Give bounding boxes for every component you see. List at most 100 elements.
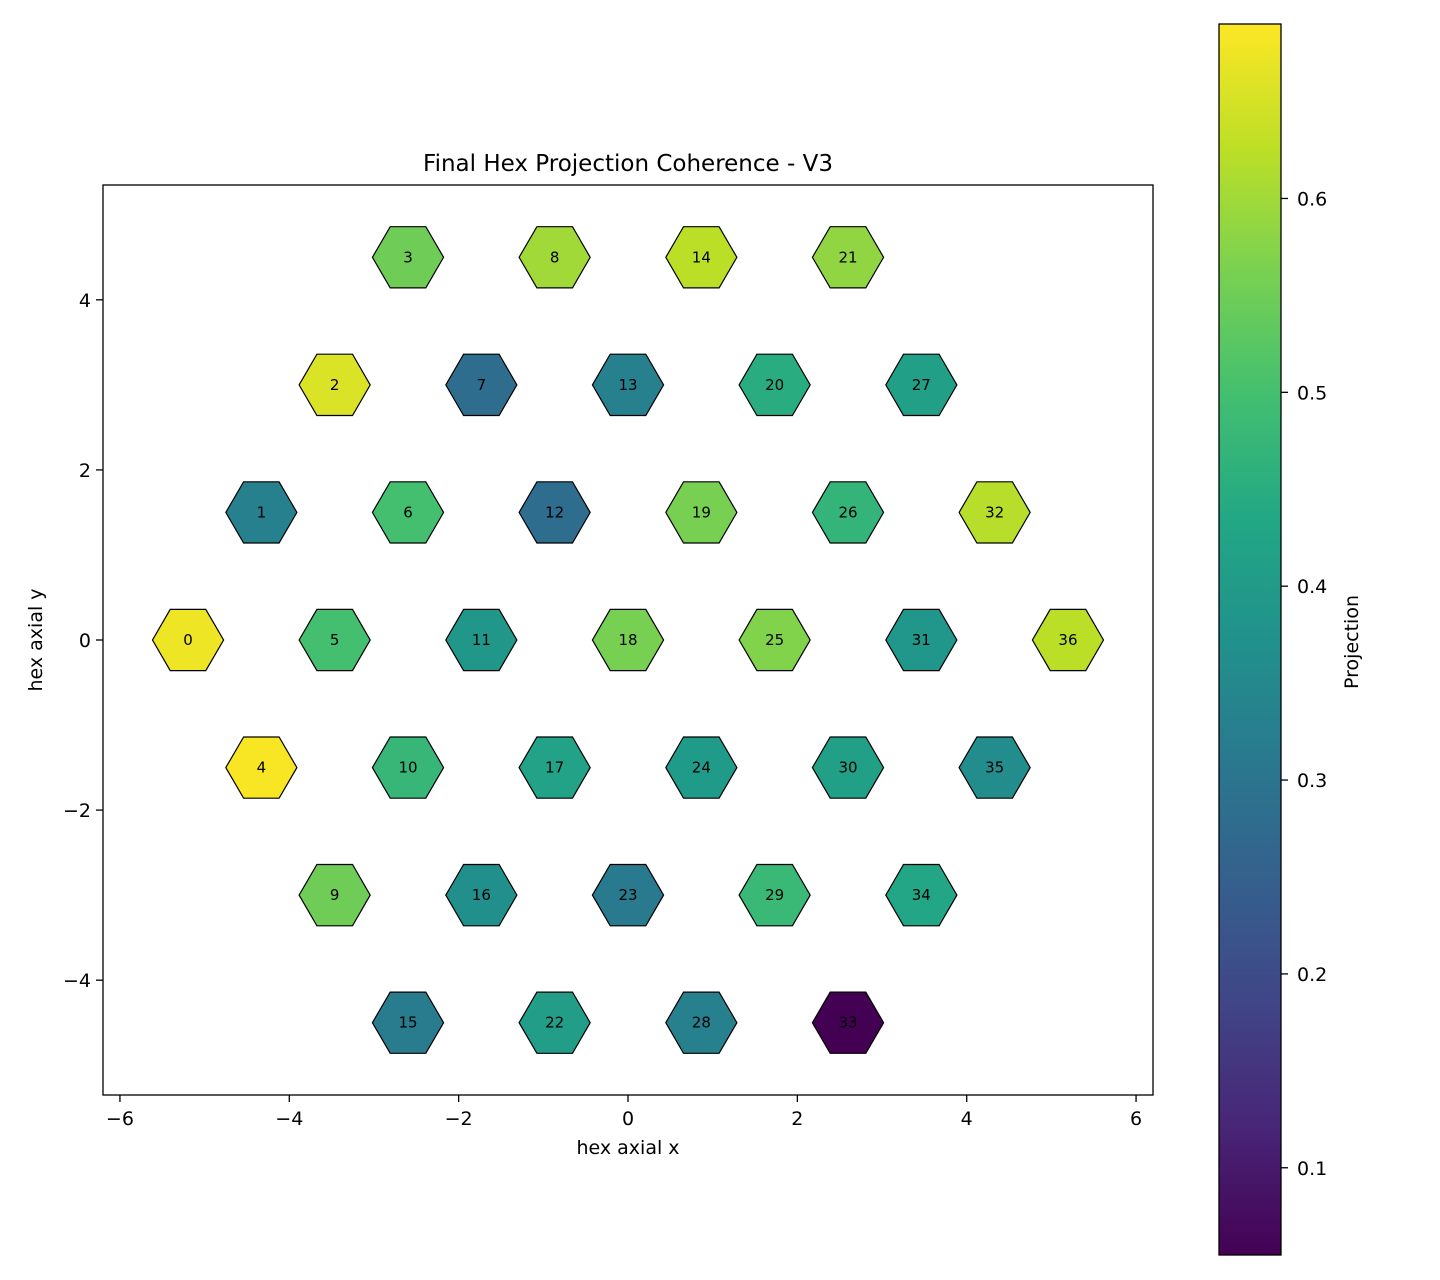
hex-label-15: 15 — [398, 1014, 417, 1032]
y-tick-label: 2 — [79, 460, 91, 482]
hex-label-32: 32 — [985, 503, 1004, 521]
hex-cell-13 — [591, 353, 665, 417]
hex-cell-33 — [811, 991, 885, 1054]
hex-cell-24 — [665, 736, 738, 799]
hex-cell-20 — [738, 353, 811, 417]
hex-cell-30 — [811, 736, 885, 799]
colorbar-label: Projection — [1341, 595, 1363, 689]
hex-cell-12 — [518, 481, 591, 544]
hex-label-6: 6 — [403, 503, 413, 521]
hex-cell-25 — [738, 608, 811, 672]
plot-area: 0123456789101112131415161718192021222324… — [151, 226, 1105, 1054]
hex-cell-21 — [811, 226, 885, 289]
hex-label-1: 1 — [257, 503, 267, 521]
hex-cell-32 — [958, 481, 1031, 544]
x-tick-label: −6 — [106, 1108, 134, 1130]
hex-cell-11 — [445, 608, 518, 672]
hex-cell-26 — [811, 481, 885, 544]
hex-cell-18 — [591, 608, 665, 672]
hex-label-33: 33 — [838, 1014, 857, 1032]
colorbar-tick-label: 0.5 — [1297, 382, 1327, 404]
hex-cell-23 — [591, 863, 665, 927]
hex-cell-28 — [665, 991, 738, 1054]
hex-cell-6 — [371, 481, 445, 544]
hex-label-31: 31 — [912, 631, 931, 649]
colorbar-gradient — [1218, 23, 1282, 1256]
hex-label-11: 11 — [472, 631, 491, 649]
colorbar-tick-label: 0.2 — [1297, 964, 1327, 986]
hex-cell-2 — [298, 353, 371, 417]
colorbar-ticks: 0.1 0.2 0.3 0.4 0.5 0.6 — [1281, 188, 1327, 1180]
hex-cell-34 — [885, 863, 958, 927]
hex-label-12: 12 — [545, 503, 564, 521]
hex-cell-14 — [665, 226, 738, 289]
hex-label-21: 21 — [838, 248, 857, 266]
chart-title: Final Hex Projection Coherence - V3 — [423, 151, 833, 177]
hex-label-5: 5 — [330, 631, 340, 649]
x-axis-label: hex axial x — [576, 1137, 679, 1159]
hex-cell-4 — [225, 736, 298, 799]
hex-cell-29 — [738, 863, 811, 927]
colorbar-tick-label: 0.3 — [1297, 770, 1327, 792]
x-tick-label: −4 — [275, 1108, 303, 1130]
hex-label-34: 34 — [912, 886, 931, 904]
hex-cell-10 — [371, 736, 445, 799]
y-tick-label: −4 — [63, 970, 91, 992]
hex-label-14: 14 — [692, 248, 711, 266]
hex-label-28: 28 — [692, 1014, 711, 1032]
colorbar: 0.1 0.2 0.3 0.4 0.5 0.6 Projection — [1218, 23, 1363, 1256]
hex-label-16: 16 — [472, 886, 491, 904]
hex-cell-7 — [445, 353, 518, 417]
x-tick-label: 2 — [791, 1108, 803, 1130]
hex-label-19: 19 — [692, 503, 711, 521]
hex-label-4: 4 — [257, 759, 267, 777]
hex-cell-36 — [1031, 608, 1105, 672]
hex-label-27: 27 — [912, 376, 931, 394]
x-tick-label: −2 — [445, 1108, 473, 1130]
y-axis: −4 −2 0 2 4 — [63, 290, 103, 992]
hex-label-7: 7 — [477, 376, 487, 394]
hex-label-23: 23 — [618, 886, 637, 904]
x-tick-label: 0 — [622, 1108, 634, 1130]
hex-label-0: 0 — [183, 631, 193, 649]
hex-label-10: 10 — [398, 759, 417, 777]
hex-label-30: 30 — [838, 759, 857, 777]
y-tick-label: 0 — [79, 630, 91, 652]
hex-cell-15 — [371, 991, 445, 1054]
colorbar-tick-label: 0.6 — [1297, 188, 1327, 210]
hex-label-36: 36 — [1058, 631, 1077, 649]
x-tick-label: 4 — [961, 1108, 973, 1130]
hex-cell-17 — [518, 736, 591, 799]
hex-label-3: 3 — [403, 248, 413, 266]
hex-cell-22 — [518, 991, 591, 1054]
y-axis-label: hex axial y — [25, 588, 47, 691]
hex-label-8: 8 — [550, 248, 560, 266]
hex-label-26: 26 — [838, 503, 857, 521]
colorbar-tick-label: 0.4 — [1297, 576, 1327, 598]
colorbar-tick-label: 0.1 — [1297, 1158, 1327, 1180]
y-tick-label: 4 — [79, 290, 91, 312]
hex-cell-3 — [371, 226, 445, 289]
x-axis: −6 −4 −2 0 2 4 6 — [106, 1095, 1142, 1130]
hex-cell-27 — [885, 353, 958, 417]
hex-cell-1 — [225, 481, 298, 544]
hex-label-22: 22 — [545, 1014, 564, 1032]
hex-cell-16 — [445, 863, 518, 927]
hex-label-29: 29 — [765, 886, 784, 904]
hex-cell-19 — [665, 481, 738, 544]
hex-label-9: 9 — [330, 886, 340, 904]
hex-label-25: 25 — [765, 631, 784, 649]
hex-cell-0 — [151, 608, 225, 672]
hex-cell-35 — [958, 736, 1031, 799]
hex-cell-8 — [518, 226, 591, 289]
hex-label-17: 17 — [545, 759, 564, 777]
hex-cell-9 — [298, 863, 371, 927]
hex-label-13: 13 — [618, 376, 637, 394]
hex-cell-5 — [298, 608, 371, 672]
hex-label-35: 35 — [985, 759, 1004, 777]
y-tick-label: −2 — [63, 800, 91, 822]
hex-label-18: 18 — [618, 631, 637, 649]
x-tick-label: 6 — [1130, 1108, 1142, 1130]
hex-label-24: 24 — [692, 759, 711, 777]
